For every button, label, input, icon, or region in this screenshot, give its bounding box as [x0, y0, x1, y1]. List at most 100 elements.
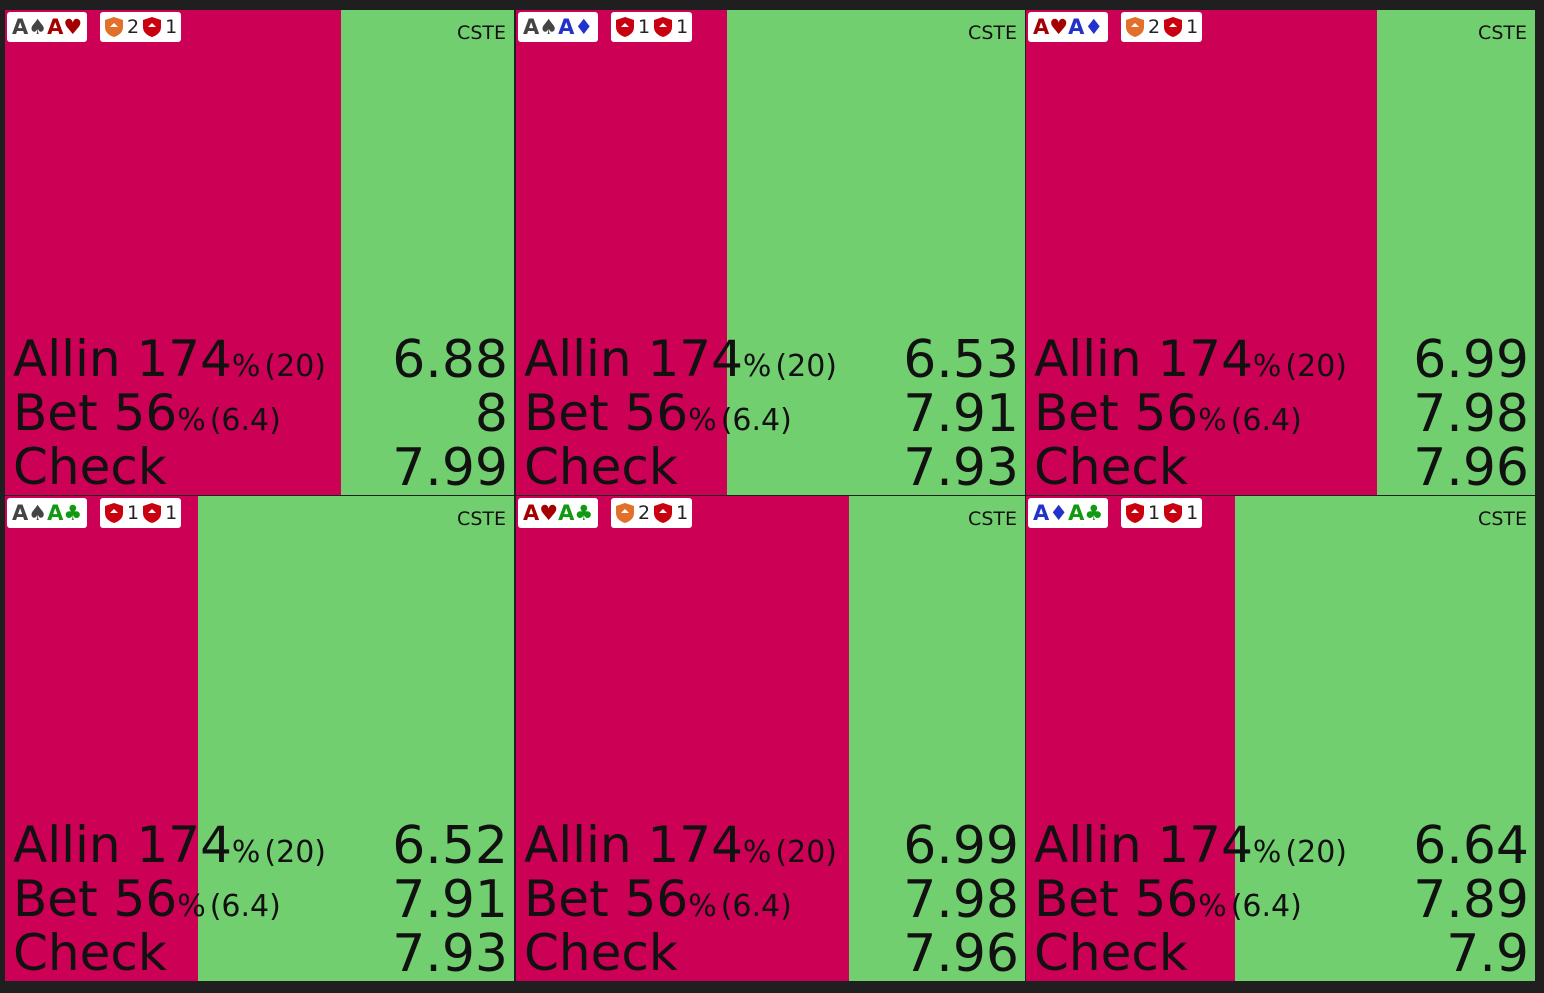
action-name: Check: [13, 438, 167, 495]
badge-icon: [104, 502, 124, 524]
badge-icon: [104, 16, 124, 38]
action-ev: 8: [474, 384, 508, 444]
action-unit: %: [688, 889, 717, 924]
action-unit: %: [1198, 889, 1227, 924]
cell-tag: CSTE: [968, 508, 1017, 530]
action-row: Allin 174% (20) 6.99: [1034, 330, 1529, 390]
badge-count: 2: [127, 16, 140, 38]
action-name: Check: [1034, 438, 1188, 495]
badge-count: 1: [165, 16, 178, 38]
action-unit: %: [231, 835, 261, 870]
action-ev: 6.99: [903, 816, 1019, 876]
hand-cards: A♦ A♣: [1028, 498, 1109, 528]
action-row: Allin 174% (20) 6.52: [13, 816, 508, 876]
card: A♠: [12, 501, 48, 525]
badge-icon: [1125, 16, 1145, 38]
action-detail: (6.4): [720, 403, 792, 438]
action-name: Bet 56: [1034, 384, 1199, 442]
strategy-cell[interactable]: A♠ A♦ 1 1 CSTE Allin 174% (20) 6.53 Bet 56% (6.4)…: [516, 10, 1025, 495]
action-unit: %: [1252, 349, 1282, 384]
card: A♥: [47, 15, 83, 39]
badge-icon: [1125, 502, 1145, 524]
action-ev: 7.91: [903, 384, 1019, 444]
action-detail: (20): [1285, 349, 1348, 384]
allin-share-bar: [1026, 496, 1235, 981]
badge-icon: [1163, 16, 1183, 38]
action-row: Bet 56% (6.4) 7.98: [524, 870, 1019, 930]
action-detail: (20): [775, 349, 838, 384]
card: A♦: [558, 15, 594, 39]
action-unit: %: [742, 835, 772, 870]
action-row: Check 7.9: [1034, 924, 1529, 981]
action-ev: 7.89: [1413, 870, 1529, 930]
action-ev: 6.53: [903, 330, 1019, 390]
hand-cards: A♠ A♦: [518, 12, 599, 42]
action-name: Bet 56: [13, 384, 178, 442]
card: A♥: [523, 501, 559, 525]
action-name: Allin 174: [524, 330, 743, 388]
action-ev: 7.96: [1413, 438, 1529, 495]
action-row: Allin 174% (20) 6.88: [13, 330, 508, 390]
action-unit: %: [742, 349, 772, 384]
action-row: Bet 56% (6.4) 8: [13, 384, 508, 444]
badge-count: 1: [1148, 502, 1161, 524]
strategy-cell[interactable]: A♦ A♣ 1 1 CSTE Allin 174% (20) 6.64 Bet 56% (6.4)…: [1026, 496, 1535, 981]
action-name: Allin 174: [13, 330, 232, 388]
cell-tag: CSTE: [968, 22, 1017, 44]
card: A♣: [558, 501, 594, 525]
action-detail: (20): [775, 835, 838, 870]
action-unit: %: [1198, 403, 1227, 438]
strategy-cell[interactable]: A♥ A♦ 2 1 CSTE Allin 174% (20) 6.99 Bet 56% (6.4)…: [1026, 10, 1535, 495]
badge-count: 2: [1148, 16, 1161, 38]
card: A♥: [1033, 15, 1069, 39]
allin-share-bar: [516, 10, 728, 495]
action-name: Bet 56: [1034, 870, 1199, 928]
hand-cards: A♥ A♣: [518, 498, 599, 528]
badge-icon: [142, 502, 162, 524]
action-unit: %: [1252, 835, 1282, 870]
badge-icon: [142, 16, 162, 38]
action-row: Bet 56% (6.4) 7.89: [1034, 870, 1529, 930]
strategy-cell[interactable]: A♠ A♥ 2 1 CSTE Allin 174% (20) 6.88 Bet 56% (6.4)…: [5, 10, 514, 495]
action-row: Bet 56% (6.4) 7.91: [13, 870, 508, 930]
badge-count: 1: [127, 502, 140, 524]
card: A♣: [47, 501, 83, 525]
hand-cards: A♠ A♥: [7, 12, 88, 42]
action-name: Check: [524, 438, 678, 495]
card: A♠: [523, 15, 559, 39]
badge-count: 1: [165, 502, 178, 524]
action-detail: (20): [264, 835, 327, 870]
strategy-cell[interactable]: A♠ A♣ 1 1 CSTE Allin 174% (20) 6.52 Bet 56% (6.4)…: [5, 496, 514, 981]
badge-count: 2: [638, 502, 651, 524]
action-row: Check 7.96: [1034, 438, 1529, 495]
action-ev: 6.88: [392, 330, 508, 390]
badge-count: 1: [638, 16, 651, 38]
cell-tag: CSTE: [457, 508, 506, 530]
badge-icon: [653, 16, 673, 38]
card: A♦: [1068, 15, 1104, 39]
card: A♣: [1068, 501, 1104, 525]
badge-count: 1: [1186, 16, 1199, 38]
badge-icon: [615, 502, 635, 524]
action-row: Check 7.93: [524, 438, 1019, 495]
action-name: Bet 56: [524, 870, 689, 928]
badge-count: 1: [676, 502, 689, 524]
allin-share-bar: [1026, 10, 1378, 495]
action-ev: 7.99: [392, 438, 508, 495]
action-row: Bet 56% (6.4) 7.91: [524, 384, 1019, 444]
action-ev: 6.64: [1413, 816, 1529, 876]
action-name: Allin 174: [1034, 816, 1253, 874]
action-detail: (6.4): [1230, 889, 1302, 924]
action-name: Check: [1034, 924, 1188, 981]
action-detail: (20): [1285, 835, 1348, 870]
strategy-cell[interactable]: A♥ A♣ 2 1 CSTE Allin 174% (20) 6.99 Bet 56% (6.4)…: [516, 496, 1025, 981]
badge-icon: [615, 16, 635, 38]
action-ev: 6.99: [1413, 330, 1529, 390]
action-ev: 7.93: [903, 438, 1019, 495]
action-detail: (6.4): [1230, 403, 1302, 438]
